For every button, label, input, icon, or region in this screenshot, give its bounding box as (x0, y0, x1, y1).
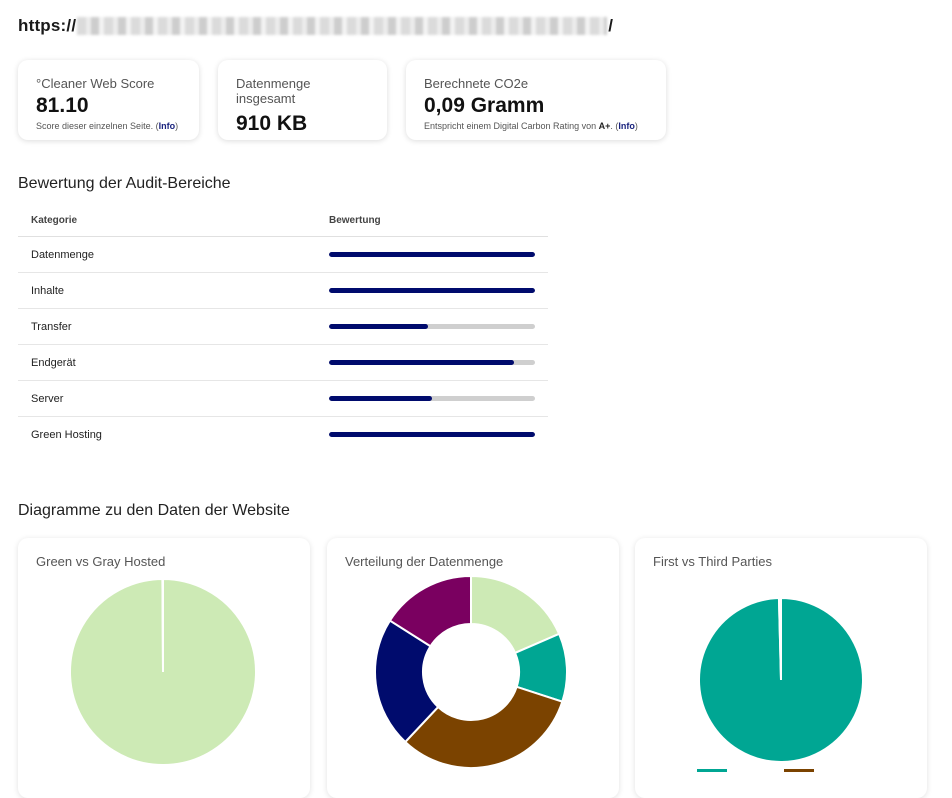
audit-table-header: Kategorie Bewertung (18, 204, 548, 237)
co2-note: Entspricht einem Digital Carbon Rating v… (424, 121, 648, 131)
audit-category: Green Hosting (31, 428, 102, 441)
legend-swatch-first (697, 769, 727, 772)
chart-title-hosting: Green vs Gray Hosted (36, 554, 166, 569)
co2-note-mid: . ( (610, 121, 619, 131)
co2-note-end: ) (634, 121, 638, 131)
audit-row: Server (18, 381, 548, 417)
chart-card-distribution: Verteilung der Datenmenge (327, 538, 619, 798)
audit-rating-cell (316, 252, 548, 257)
pie-slice (403, 685, 564, 769)
pie-slice (777, 596, 782, 681)
score-note: Score dieser einzelnen Seite. (Info) (36, 121, 181, 131)
audit-row: Endgerät (18, 345, 548, 381)
rating-bar-fill (329, 432, 535, 437)
co2-note-text: Entspricht einem Digital Carbon Rating v… (424, 121, 599, 131)
rating-bar-track (329, 324, 535, 329)
column-header-category: Kategorie (31, 214, 78, 226)
audit-category: Endgerät (31, 356, 76, 369)
score-note-text: Score dieser einzelnen Seite. ( (36, 121, 159, 131)
url-prefix: https:// (18, 16, 77, 35)
data-volume-value: 910 KB (236, 112, 308, 135)
audit-row: Inhalte (18, 273, 548, 309)
rating-bar-fill (329, 396, 432, 401)
score-label: °Cleaner Web Score (36, 76, 155, 91)
rating-bar-fill (329, 324, 428, 329)
audit-category: Transfer (31, 320, 72, 333)
audit-category: Server (31, 392, 64, 405)
audit-row: Datenmenge (18, 237, 548, 273)
hosting-pie-chart (69, 577, 257, 766)
rating-bar-fill (329, 288, 535, 293)
audit-rating-cell (316, 324, 548, 329)
data-volume-card: Datenmenge insgesamt 910 KB (218, 60, 387, 140)
co2-info-link[interactable]: Info (618, 121, 635, 131)
score-card: °Cleaner Web Score 81.10 Score dieser ei… (18, 60, 199, 140)
audit-rating-cell (316, 288, 548, 293)
audit-rating-cell (316, 396, 548, 401)
audit-rating-cell (316, 360, 548, 365)
score-info-link[interactable]: Info (158, 121, 176, 131)
legend-swatch-third (784, 769, 814, 772)
rating-bar-track (329, 360, 535, 365)
carbon-rating: A+ (598, 121, 611, 131)
pie-slice (388, 574, 472, 648)
column-header-rating: Bewertung (329, 214, 381, 226)
score-note-end: ) (175, 121, 179, 131)
audit-row: Transfer (18, 309, 548, 345)
audit-row: Green Hosting (18, 417, 548, 452)
audit-rating-cell (316, 432, 548, 437)
co2-value: 0,09 Gramm (424, 94, 545, 117)
rating-bar-fill (329, 252, 535, 257)
page-url: https:// / (18, 16, 613, 36)
co2-label: Berechnete CO2e (424, 76, 529, 91)
pie-slice (161, 577, 164, 673)
pie-slice (374, 619, 440, 744)
url-suffix: / (608, 16, 614, 35)
audit-category: Inhalte (31, 284, 65, 297)
chart-title-parties: First vs Third Parties (653, 554, 772, 569)
url-redacted-mask (77, 17, 608, 35)
chart-card-parties: First vs Third Parties (635, 538, 927, 798)
rating-bar-track (329, 396, 535, 401)
score-value: 81.10 (36, 94, 89, 117)
audit-category: Datenmenge (31, 248, 94, 261)
chart-card-hosting: Green vs Gray Hosted (18, 538, 310, 798)
audit-heading: Bewertung der Audit-Bereiche (18, 175, 231, 192)
rating-bar-track (329, 288, 535, 293)
rating-bar-track (329, 432, 535, 437)
distribution-donut-chart (374, 574, 568, 769)
audit-table: Kategorie Bewertung Datenmenge Inhalte Tra… (18, 204, 548, 452)
parties-pie-chart (698, 596, 864, 763)
co2-card: Berechnete CO2e 0,09 Gramm Entspricht ei… (406, 60, 666, 140)
data-volume-label: Datenmenge insgesamt (236, 76, 311, 106)
charts-heading: Diagramme zu den Daten der Website (18, 502, 290, 519)
chart-title-distribution: Verteilung der Datenmenge (345, 554, 504, 569)
rating-bar-fill (329, 360, 515, 365)
rating-bar-track (329, 252, 535, 257)
